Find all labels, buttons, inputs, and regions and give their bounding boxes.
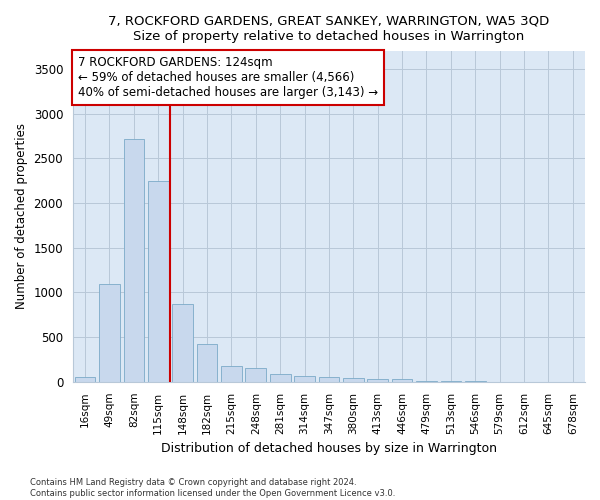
Bar (294, 376, 315, 382)
Bar (416, 381, 437, 382)
X-axis label: Distribution of detached houses by size in Warrington: Distribution of detached houses by size … (161, 442, 497, 455)
Bar (392, 379, 412, 382)
Bar (99, 284, 120, 382)
Bar (270, 374, 290, 382)
Bar (221, 366, 242, 382)
Bar (319, 377, 340, 382)
Bar (172, 304, 193, 382)
Bar (75, 378, 95, 382)
Bar (197, 344, 217, 382)
Title: 7, ROCKFORD GARDENS, GREAT SANKEY, WARRINGTON, WA5 3QD
Size of property relative: 7, ROCKFORD GARDENS, GREAT SANKEY, WARRI… (109, 15, 550, 43)
Bar (343, 378, 364, 382)
Bar (124, 138, 144, 382)
Text: Contains HM Land Registry data © Crown copyright and database right 2024.
Contai: Contains HM Land Registry data © Crown c… (30, 478, 395, 498)
Y-axis label: Number of detached properties: Number of detached properties (15, 124, 28, 310)
Bar (367, 378, 388, 382)
Text: 7 ROCKFORD GARDENS: 124sqm
← 59% of detached houses are smaller (4,566)
40% of s: 7 ROCKFORD GARDENS: 124sqm ← 59% of deta… (78, 56, 378, 99)
Bar (148, 180, 169, 382)
Bar (245, 368, 266, 382)
